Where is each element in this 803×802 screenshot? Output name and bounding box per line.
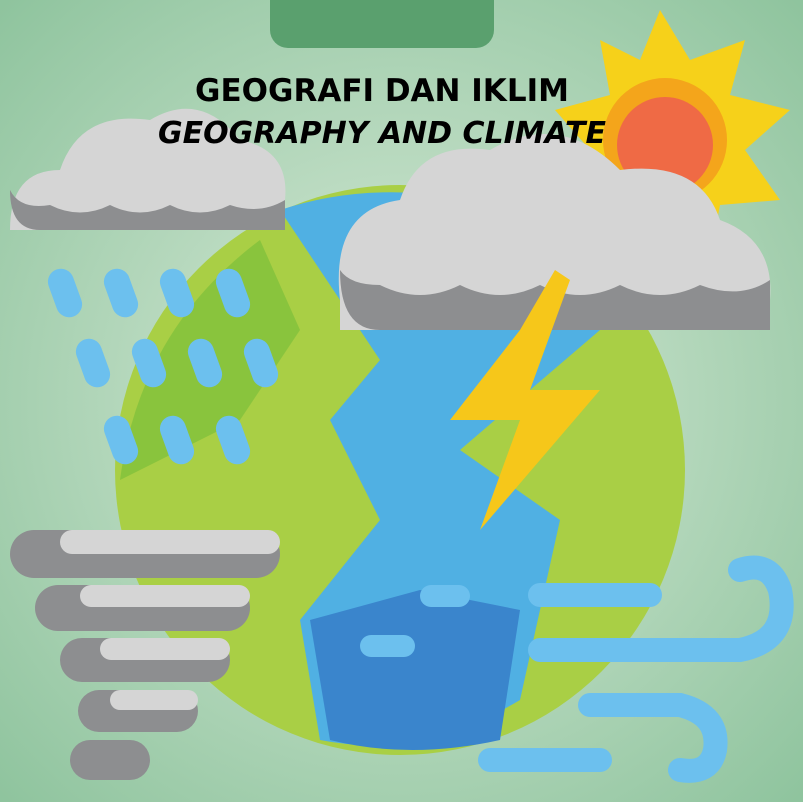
title: GEOGRAFI DAN IKLIM xyxy=(195,73,569,109)
rain xyxy=(47,268,279,465)
wind xyxy=(478,555,794,783)
wind-dash xyxy=(360,635,415,657)
cloud-left xyxy=(10,108,286,230)
subtitle: GEOGRAPHY AND CLIMATE xyxy=(158,116,606,151)
top-tab xyxy=(270,0,494,48)
tornado xyxy=(10,530,280,780)
lightning xyxy=(450,270,600,530)
wind-dash xyxy=(420,585,470,607)
